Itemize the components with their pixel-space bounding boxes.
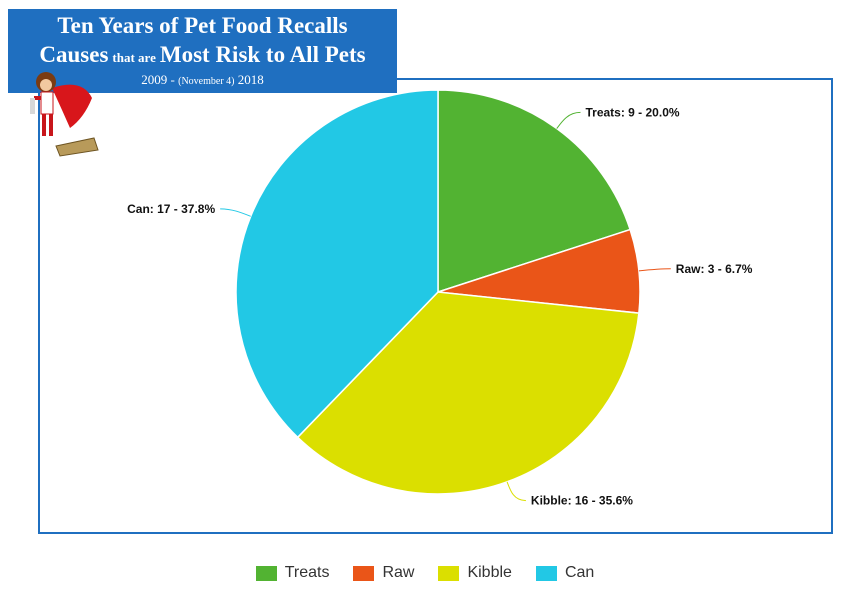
- chart-subtitle: 2009 - (November 4) 2018: [8, 73, 397, 89]
- leader-line-kibble: [506, 481, 526, 502]
- legend-label-can: Can: [564, 564, 595, 581]
- leader-line-treats: [556, 111, 581, 129]
- data-label-raw: Raw: 3 - 6.7%: [676, 262, 753, 276]
- data-label-treats: Treats: 9 - 20.0%: [585, 105, 679, 119]
- legend-item-treats[interactable]: Treats: [255, 564, 330, 582]
- title-word-most-risk: Most Risk to All Pets: [159, 42, 366, 67]
- legend-label-raw: Raw: [382, 564, 415, 581]
- pie-slice-treats[interactable]: [437, 89, 632, 294]
- data-label-can: Can: 17 - 37.8%: [127, 202, 215, 216]
- data-label-kibble: Kibble: 16 - 35.6%: [531, 494, 633, 508]
- superhero-mascot-icon: [30, 72, 99, 157]
- legend-swatch-kibble: [438, 565, 460, 581]
- legend-item-can[interactable]: Can: [535, 564, 595, 582]
- pie-slice-can[interactable]: [235, 89, 439, 439]
- legend-label-kibble: Kibble: [467, 564, 512, 581]
- title-word-that-are: that are: [112, 50, 156, 65]
- subtitle-start-year: 2009 -: [141, 72, 175, 87]
- chart-title-line1: Ten Years of Pet Food Recalls: [57, 13, 348, 38]
- chart-title-box: Ten Years of Pet Food Recalls Causes tha…: [8, 9, 397, 93]
- legend-swatch-treats: [255, 565, 277, 581]
- leader-line-raw: [638, 268, 671, 272]
- legend-swatch-raw: [353, 565, 375, 581]
- legend-label-treats: Treats: [284, 564, 330, 581]
- legend-swatch-can: [535, 565, 557, 581]
- chart-title-line2: Causes that are Most Risk to All Pets: [8, 40, 397, 73]
- legend-item-raw[interactable]: Raw: [353, 564, 414, 582]
- title-word-causes: Causes: [39, 42, 109, 67]
- subtitle-end-year: 2018: [237, 72, 264, 87]
- leader-line-can: [220, 208, 251, 217]
- legend-item-kibble[interactable]: Kibble: [438, 564, 512, 582]
- pie-slice-kibble[interactable]: [296, 291, 640, 495]
- subtitle-date-note: (November 4): [178, 76, 235, 87]
- chart-legend: Treats Raw Kibble Can: [0, 562, 850, 584]
